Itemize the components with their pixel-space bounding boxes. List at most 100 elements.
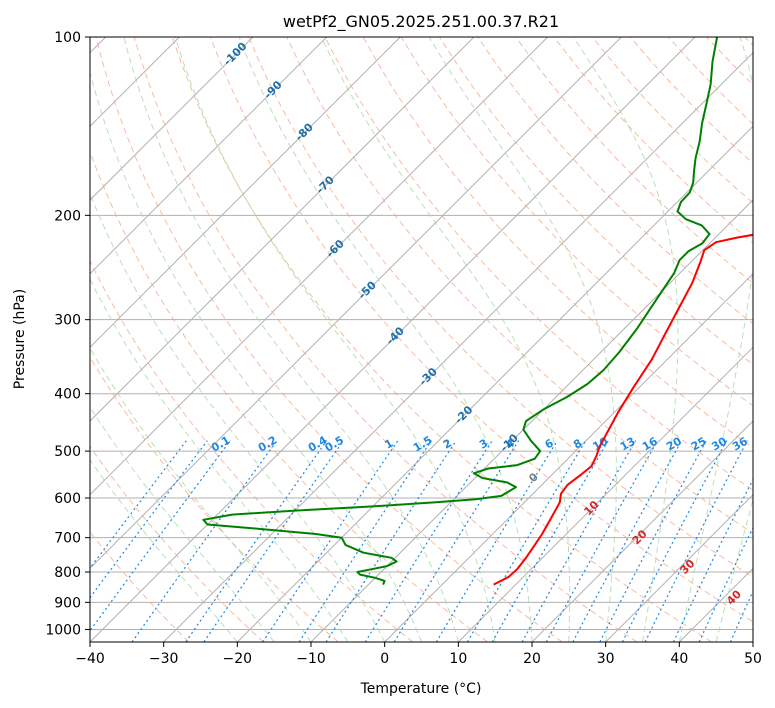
y-tick-label: 900 <box>54 595 81 611</box>
moist-adiabat <box>320 37 571 642</box>
y-tick-label: 600 <box>54 491 81 507</box>
x-tick-label: 0 <box>380 651 389 667</box>
mixing-ratio-line <box>325 440 457 642</box>
chart-title: wetPf2_GN05.2025.251.00.37.R21 <box>283 12 559 32</box>
mixing-ratio-label: 6 <box>543 436 556 451</box>
mixing-ratio-line <box>364 440 493 642</box>
moist-adiabat <box>90 347 312 642</box>
isotherm-label: -50 <box>356 278 379 301</box>
x-tick-label: 30 <box>597 651 615 667</box>
red-label: 10 <box>581 498 601 518</box>
moist-adiabat <box>90 192 386 642</box>
red-label: 0 <box>526 470 541 485</box>
x-tick-label: 20 <box>523 651 541 667</box>
dry-adiabat <box>90 445 264 642</box>
isotherm-line <box>90 37 549 496</box>
isotherm-line <box>384 272 753 642</box>
mixing-ratio-line <box>435 440 558 642</box>
isotherm-label: -80 <box>293 120 316 143</box>
dewpoint-line <box>202 37 719 585</box>
mixing-ratio-line <box>545 440 659 642</box>
red-label: 40 <box>724 587 744 607</box>
moist-adiabat <box>572 37 679 642</box>
mixing-ratio-line <box>262 440 399 642</box>
isotherm-line <box>457 346 753 642</box>
background-lines <box>90 37 753 642</box>
isotherm-line <box>310 199 753 642</box>
mixing-ratio-line <box>185 440 328 642</box>
dry-adiabat <box>95 37 563 642</box>
moist-adiabat <box>238 37 533 642</box>
dry-adiabat <box>248 37 753 578</box>
y-axis-label: Pressure (hPa) <box>12 289 28 389</box>
isotherm-line <box>752 641 753 642</box>
plot-frame <box>89 36 754 643</box>
y-tick-label: 1000 <box>45 622 81 638</box>
dry-adiabat <box>591 37 753 204</box>
mixing-ratio-line <box>131 440 278 642</box>
moist-adiabat <box>90 70 422 642</box>
red-label: 30 <box>678 557 698 577</box>
dry-adiabat <box>210 37 753 623</box>
dry-adiabat <box>286 37 753 534</box>
mixing-ratio-line <box>90 440 231 632</box>
mixing-ratio-line <box>572 440 683 642</box>
dry-adiabat <box>90 531 190 642</box>
y-tick-label: 300 <box>54 313 81 329</box>
dry-adiabat <box>90 356 339 642</box>
mixing-ratio-line <box>393 440 520 642</box>
mixing-ratio-line <box>698 526 753 642</box>
x-tick-label: 10 <box>449 651 467 667</box>
mixing-ratio-label: 2 <box>441 437 454 452</box>
x-tick-label: −40 <box>75 651 105 667</box>
mixing-ratio-line <box>90 440 208 599</box>
dry-adiabat <box>515 37 753 284</box>
temperature-line <box>493 233 753 586</box>
y-axis: 100 200 300 400 500 600 700 800 900 1000 <box>45 30 90 638</box>
dry-adiabat <box>668 37 753 125</box>
y-tick-label: 700 <box>54 531 81 547</box>
mixing-ratio-line <box>599 440 707 642</box>
isotherm-line <box>678 567 753 642</box>
dry-adiabat <box>133 37 638 642</box>
x-tick-label: −30 <box>149 651 179 667</box>
x-tick-label: 40 <box>670 651 688 667</box>
mixing-ratio-line <box>621 440 728 642</box>
x-axis-label: Temperature (°C) <box>360 681 482 697</box>
moist-adiabat <box>123 37 459 642</box>
moist-adiabat <box>90 278 349 642</box>
mixing-ratio-line <box>298 440 432 642</box>
dry-adiabat <box>171 37 712 642</box>
mixing-ratio-line <box>491 440 609 642</box>
isotherm-line <box>90 37 475 422</box>
moist-adiabat <box>428 37 617 642</box>
y-tick-label: 500 <box>54 444 81 460</box>
series-layer <box>202 37 753 586</box>
moist-adiabat <box>90 459 238 642</box>
isotherm-line <box>90 37 328 275</box>
isotherm-line <box>90 37 622 570</box>
dry-adiabat <box>744 37 753 47</box>
y-tick-label: 400 <box>54 387 81 403</box>
dry-adiabat <box>324 37 753 491</box>
mixing-ratio-line <box>672 478 753 642</box>
isotherm-line <box>236 125 753 642</box>
isotherm-line <box>163 51 753 642</box>
isotherm-line <box>605 493 753 642</box>
x-axis: −40 −30 −20 −10 0 10 20 30 40 50 <box>75 642 762 667</box>
x-tick-label: −10 <box>296 651 326 667</box>
isotherm-line <box>90 37 254 201</box>
isotherm-line <box>90 37 401 349</box>
x-tick-label: 50 <box>744 651 762 667</box>
isotherm-line <box>531 420 753 642</box>
y-tick-label: 200 <box>54 208 81 224</box>
dry-adiabat <box>90 150 488 642</box>
moist-adiabat <box>90 406 275 642</box>
moist-adiabat <box>715 497 753 642</box>
moist-adiabat <box>174 37 496 642</box>
dry-adiabat <box>90 259 414 642</box>
mixing-ratio-line <box>729 589 753 642</box>
mixing-ratio-line <box>644 440 748 642</box>
x-tick-label: −20 <box>223 651 253 667</box>
